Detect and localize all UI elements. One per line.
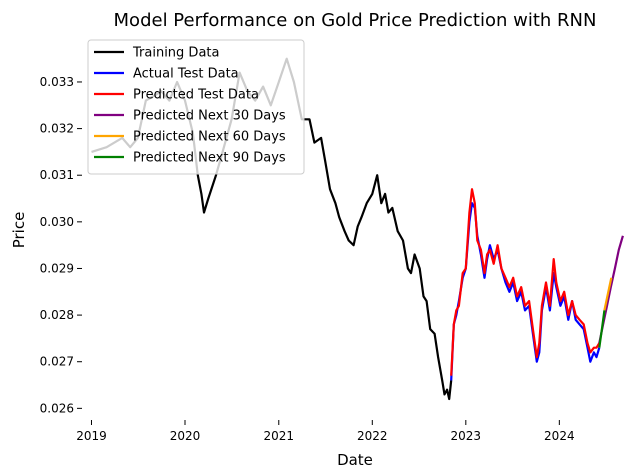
y-tick-label: 0.026 bbox=[40, 401, 74, 415]
legend-box bbox=[87, 39, 305, 175]
x-tick-label: 2024 bbox=[544, 429, 575, 443]
y-tick-label: 0.028 bbox=[40, 308, 74, 322]
y-tick-label: 0.027 bbox=[40, 355, 74, 369]
series-line-predicted-next-90-days bbox=[598, 310, 606, 348]
legend-label: Actual Test Data bbox=[133, 67, 239, 82]
y-tick-label: 0.031 bbox=[40, 168, 74, 182]
y-tick-label: 0.033 bbox=[40, 75, 74, 89]
x-tick-label: 2023 bbox=[451, 429, 482, 443]
legend-label: Predicted Test Data bbox=[133, 88, 259, 103]
x-axis-label: Date bbox=[337, 451, 373, 469]
legend: Training Data Actual Test Data Predicted T… bbox=[87, 39, 305, 175]
y-axis-label: Price bbox=[10, 212, 28, 249]
legend-label: Predicted Next 60 Days bbox=[133, 130, 286, 145]
y-tick-label: 0.030 bbox=[40, 215, 74, 229]
x-tick-label: 2019 bbox=[76, 429, 107, 443]
series-line-predicted-test-data bbox=[450, 188, 601, 376]
x-tick-label: 2022 bbox=[357, 429, 388, 443]
y-tick-label: 0.032 bbox=[40, 122, 74, 136]
legend-label: Training Data bbox=[132, 46, 219, 61]
x-tick-label: 2021 bbox=[264, 429, 295, 443]
y-tick-label: 0.029 bbox=[40, 261, 74, 275]
chart-title: Model Performance on Gold Price Predicti… bbox=[114, 10, 597, 31]
legend-label: Predicted Next 90 Days bbox=[133, 151, 286, 166]
series-line-actual-test-data bbox=[450, 202, 601, 381]
series-line-predicted-next-60-days bbox=[603, 277, 613, 311]
legend-label: Predicted Next 30 Days bbox=[133, 109, 286, 124]
axes: 0.026 0.027 0.028 0.029 0.030 0.031 0.032 0.033… bbox=[40, 75, 575, 443]
x-tick-label: 2020 bbox=[170, 429, 201, 443]
